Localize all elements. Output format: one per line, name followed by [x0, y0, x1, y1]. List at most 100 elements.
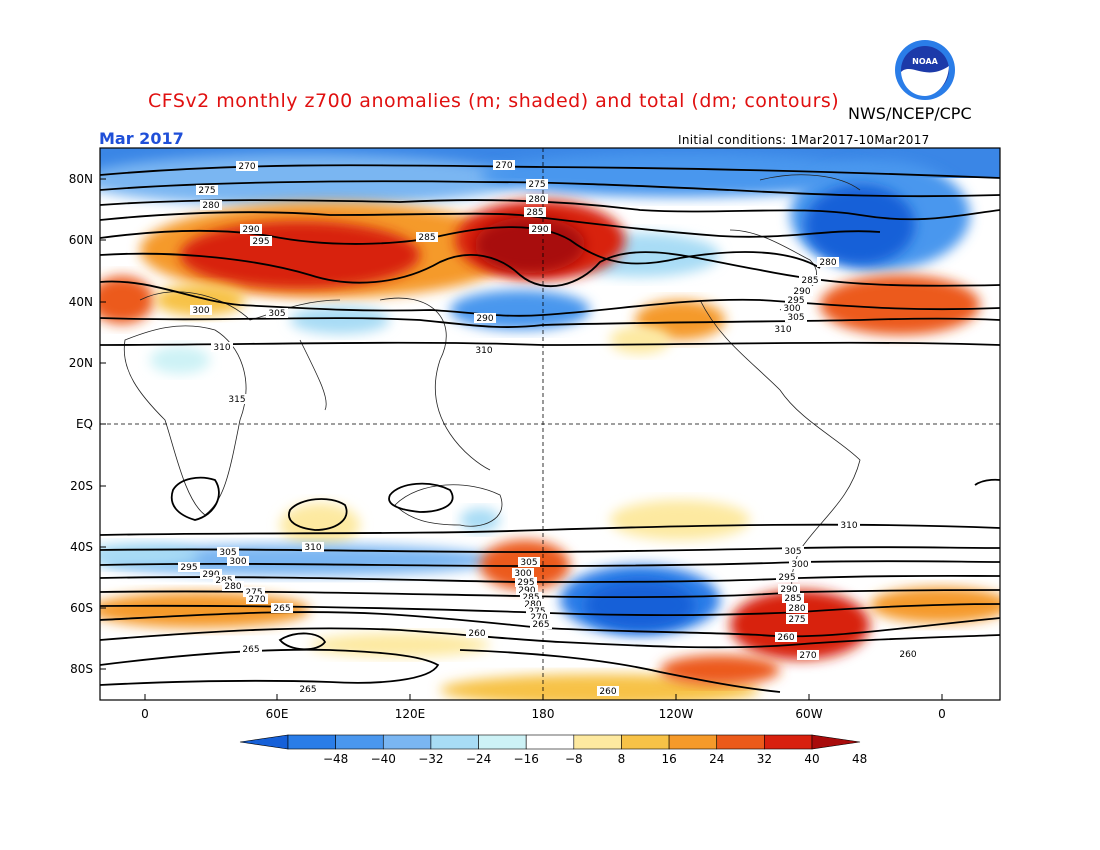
initial-conditions: Initial conditions: 1Mar2017-10Mar2017: [678, 133, 930, 147]
svg-text:315: 315: [228, 395, 245, 405]
contour-label: 290: [778, 584, 800, 595]
contour-label: 305: [518, 557, 540, 568]
contour-label: 300: [190, 305, 212, 316]
svg-text:295: 295: [252, 237, 269, 247]
svg-text:290: 290: [531, 225, 548, 235]
svg-text:275: 275: [198, 186, 215, 196]
colorbar-segment: [525, 734, 575, 750]
contour-label: 310: [211, 342, 233, 353]
colorbar-segment: [764, 734, 813, 750]
colorbar-segment: [478, 734, 527, 750]
colorbar-tick-label: −48: [323, 752, 348, 766]
svg-text:305: 305: [520, 558, 537, 568]
contour-label: 280: [522, 599, 544, 610]
svg-text:285: 285: [784, 594, 801, 604]
longitude-labels: 0 60E 120E 180 120W 60W 0: [141, 707, 946, 721]
svg-text:270: 270: [248, 595, 265, 605]
colorbar-segment: [382, 734, 432, 750]
lat-label: 20S: [70, 479, 93, 493]
contour-label: 305: [217, 547, 239, 558]
month-label: Mar 2017: [99, 129, 184, 148]
contour-label: 275: [786, 614, 808, 625]
contour-label: 285: [782, 593, 804, 604]
svg-text:285: 285: [526, 208, 543, 218]
svg-text:280: 280: [524, 600, 541, 610]
svg-text:290: 290: [780, 585, 797, 595]
svg-text:305: 305: [219, 548, 236, 558]
colorbar-tick-label: 8: [618, 752, 626, 766]
contour-label: 275: [196, 185, 218, 196]
colorbar-segment: [573, 734, 622, 750]
svg-text:290: 290: [793, 287, 810, 297]
colorbar-segment: [621, 734, 670, 750]
colorbar-tick-label: 32: [757, 752, 772, 766]
contour-label: 280: [222, 581, 244, 592]
contour-label: 270: [493, 160, 515, 171]
svg-text:270: 270: [495, 161, 512, 171]
contour-label: 265: [530, 619, 552, 630]
contour-label: 290: [240, 224, 262, 235]
colorbar-tick-label: 48: [852, 752, 867, 766]
svg-text:310: 310: [475, 346, 492, 356]
contour-label: 300: [512, 568, 534, 579]
contour-label: 315: [226, 394, 248, 405]
svg-text:305: 305: [784, 547, 801, 557]
svg-text:295: 295: [517, 578, 534, 588]
contour-label: 270: [246, 594, 268, 605]
contour-label: 280: [526, 194, 548, 205]
svg-text:300: 300: [783, 304, 800, 314]
svg-text:275: 275: [245, 588, 262, 598]
svg-text:265: 265: [273, 604, 290, 614]
svg-text:275: 275: [528, 180, 545, 190]
colorbar-tick-label: −8: [565, 752, 583, 766]
lat-label: 40N: [69, 295, 93, 309]
contour-label: 290: [200, 569, 222, 580]
svg-text:300: 300: [791, 560, 808, 570]
contour-label: 285: [416, 232, 438, 243]
page-title: CFSv2 monthly z700 anomalies (m; shaded)…: [148, 90, 840, 112]
lon-label: 120W: [659, 707, 694, 721]
colorbar: −48 −40 −32 −24 −16 −8 8 16 24 32 40 48: [239, 734, 867, 766]
lon-label: 180: [532, 707, 555, 721]
colorbar-segment: [716, 734, 765, 750]
colorbar-tick-label: −16: [514, 752, 539, 766]
svg-text:285: 285: [801, 276, 818, 286]
contour-label: 280: [817, 257, 839, 268]
svg-text:280: 280: [788, 604, 805, 614]
contour-label: 270: [797, 650, 819, 661]
colorbar-tick-label: 16: [661, 752, 676, 766]
contour-label: 290: [474, 313, 496, 324]
coastlines: [123, 174, 861, 601]
lon-label: 120E: [395, 707, 426, 721]
colorbar-right-arrow: [811, 734, 861, 750]
svg-text:280: 280: [224, 582, 241, 592]
lat-label: 80N: [69, 172, 93, 186]
svg-text:NOAA: NOAA: [912, 57, 938, 66]
svg-text:310: 310: [840, 521, 857, 531]
svg-text:270: 270: [799, 651, 816, 661]
svg-text:285: 285: [418, 233, 435, 243]
contour-label: 295: [776, 572, 798, 583]
height-contours: [100, 164, 1000, 693]
contour-label: 265: [240, 644, 262, 655]
svg-text:260: 260: [899, 650, 916, 660]
svg-text:305: 305: [787, 313, 804, 323]
svg-text:295: 295: [180, 563, 197, 573]
contour-label: 265: [297, 684, 319, 695]
svg-text:310: 310: [213, 343, 230, 353]
contour-label: 285: [520, 592, 542, 603]
svg-text:280: 280: [528, 195, 545, 205]
lat-label: 60N: [69, 233, 93, 247]
svg-text:260: 260: [468, 629, 485, 639]
contour-label: 310: [838, 520, 860, 531]
contour-label: 305: [266, 308, 288, 319]
contour-label: 275: [243, 587, 265, 598]
lat-label: 40S: [70, 540, 93, 554]
svg-text:275: 275: [788, 615, 805, 625]
contour-label: 310: [772, 324, 794, 335]
graticule: [100, 148, 1000, 700]
contour-label: 300: [789, 559, 811, 570]
colorbar-segment: [430, 734, 479, 750]
axis-ticks: [100, 178, 943, 700]
contour-label: 300: [781, 303, 803, 314]
